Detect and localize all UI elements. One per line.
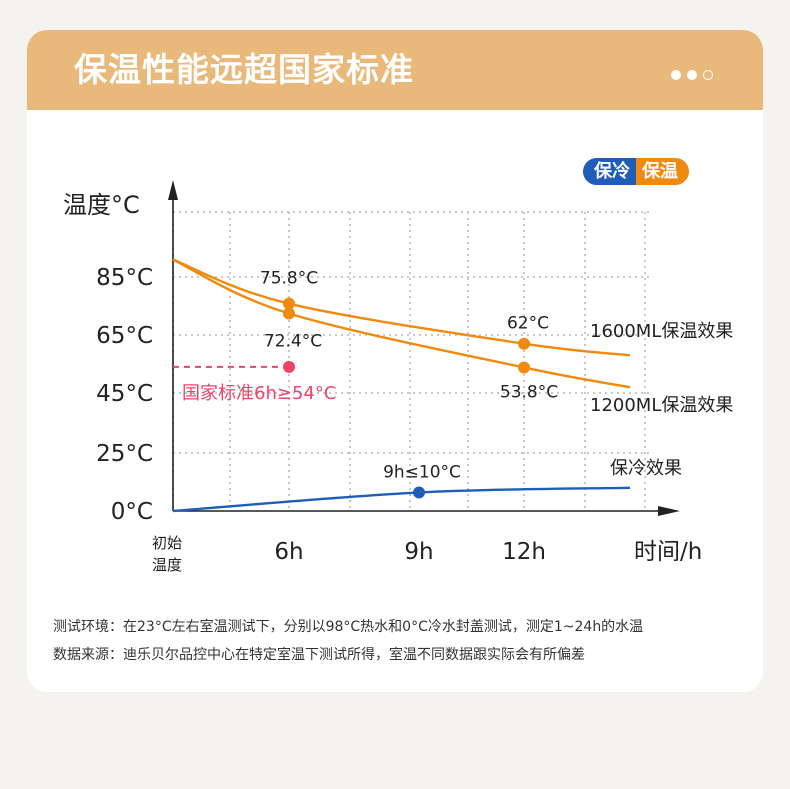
series-0-point-2 — [518, 337, 530, 350]
page-title: 保温性能远超国家标准 — [74, 50, 414, 89]
x-tick-label-initial-1: 初始 — [152, 534, 182, 552]
series-line-2 — [172, 486, 631, 513]
x-tick-label-1: 6h — [274, 539, 303, 565]
pager-dot-3[interactable] — [703, 70, 713, 80]
series-line-1 — [172, 258, 631, 389]
series-0-data-label-1: 75.8°C — [260, 269, 318, 289]
header-bar: 保温性能远超国家标准 — [27, 30, 763, 110]
y-tick-label-3: 65°C — [96, 323, 153, 349]
x-tick-label-3: 12h — [502, 539, 546, 565]
info-card: 保温性能远超国家标准 保冷 保温 测试环境：在23°C左右室温测试下，分别以98… — [27, 30, 763, 692]
series-1-data-label-1: 72.4°C — [264, 332, 322, 352]
y-axis-arrow — [168, 180, 178, 200]
footnote-test-env: 测试环境：在23°C左右室温测试下，分别以98°C热水和0°C冷水封盖测试，测定… — [53, 619, 644, 635]
y-axis-label: 温度°C — [63, 191, 140, 219]
series-0-data-label-2: 62°C — [507, 314, 549, 334]
series-name-label-2: 保冷效果 — [610, 458, 682, 479]
x-tick-label-initial-2: 温度 — [152, 556, 182, 574]
x-axis-arrow — [658, 506, 680, 516]
mode-toggle[interactable]: 保冷 保温 — [583, 158, 689, 185]
x-tick-label-2: 9h — [404, 539, 433, 565]
series-0-point-1 — [283, 297, 295, 310]
pager-dots — [671, 70, 713, 80]
pager-dot-2[interactable] — [687, 70, 697, 80]
y-tick-label-2: 45°C — [96, 381, 153, 407]
footnote-data-source: 数据来源：迪乐贝尔品控中心在特定室温下测试所得，室温不同数据跟实际会有所偏差 — [53, 647, 585, 663]
series-2-data-label-1: 9h≤10°C — [383, 462, 461, 482]
y-tick-label-0: 0°C — [111, 499, 153, 525]
series-1-data-label-2: 53.8°C — [500, 382, 558, 402]
standard-point — [283, 360, 295, 373]
series-1-point-2 — [518, 361, 530, 374]
y-tick-label-1: 25°C — [96, 441, 153, 467]
series-2-point-1 — [413, 486, 425, 499]
toggle-cold[interactable]: 保冷 — [583, 158, 636, 185]
pager-dot-1[interactable] — [671, 70, 681, 80]
x-axis-label: 时间/h — [634, 539, 702, 565]
series-name-label-0: 1600ML保温效果 — [590, 321, 733, 342]
series-line-0 — [172, 258, 631, 357]
toggle-warm[interactable]: 保温 — [636, 158, 689, 185]
series-1-point-1 — [283, 307, 295, 320]
standard-label: 国家标准6h≥54°C — [182, 383, 336, 404]
y-tick-label-4: 85°C — [96, 265, 153, 291]
series-name-label-1: 1200ML保温效果 — [590, 395, 733, 416]
